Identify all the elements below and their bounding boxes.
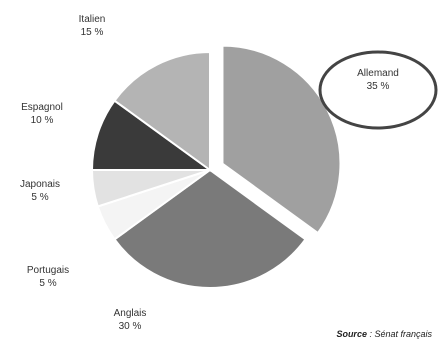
slice-label-allemand: Allemand: [357, 68, 399, 79]
slice-label-italien: Italien: [79, 14, 106, 25]
slice-value-espagnol: 10 %: [31, 115, 54, 126]
source-text: : Sénat français: [367, 329, 433, 339]
pie-slice-anglais: [113, 168, 307, 289]
slice-value-allemand: 35 %: [367, 81, 390, 92]
highlight-ellipse: [318, 50, 438, 130]
pie-slice-italien: [113, 50, 211, 172]
slice-label-anglais: Anglais: [114, 308, 147, 319]
slice-label-portugais: Portugais: [27, 265, 69, 276]
source-note: Source : Sénat français: [336, 329, 432, 339]
slice-labels: Allemand 35 % Anglais 30 % Portugais 5 % Japon…: [20, 14, 399, 332]
pie-slice-espagnol: [90, 99, 214, 171]
pie-slices: [90, 44, 342, 289]
slice-label-japonais: Japonais: [20, 179, 60, 190]
source-prefix: Source: [336, 329, 367, 339]
slice-value-italien: 15 %: [81, 27, 104, 38]
slice-label-espagnol: Espagnol: [21, 102, 63, 113]
slice-value-portugais: 5 %: [39, 278, 56, 289]
slice-value-anglais: 30 %: [119, 321, 142, 332]
slice-value-japonais: 5 %: [31, 192, 48, 203]
